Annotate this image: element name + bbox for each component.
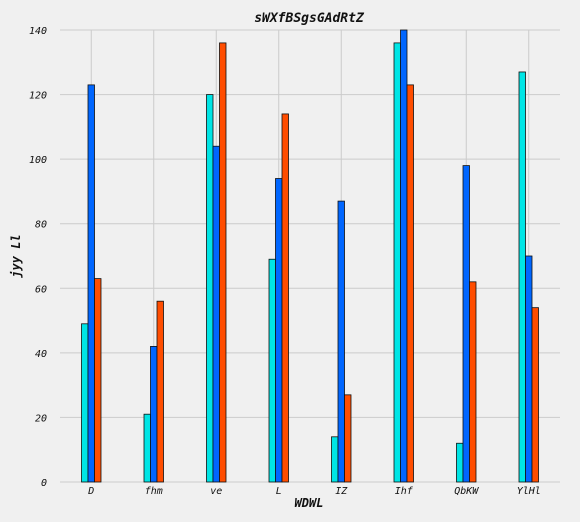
bar [150, 345, 158, 483]
bar [281, 113, 289, 483]
y-tick-label: 80 [35, 220, 47, 231]
x-tick-label: fhm [145, 486, 163, 497]
x-tick-label: Ihf [395, 486, 414, 497]
x-tick-label: YlHl [517, 486, 541, 497]
x-tick-label: ve [210, 486, 222, 497]
bar [206, 94, 214, 483]
bar [462, 165, 470, 483]
x-tick-label: D [87, 486, 94, 497]
bar [156, 300, 164, 483]
bar [400, 29, 408, 483]
y-tick-label: 100 [29, 155, 47, 166]
bar [469, 281, 477, 483]
bar [531, 307, 539, 483]
y-tick-label: 60 [35, 284, 47, 295]
y-tick-label: 120 [29, 91, 47, 102]
bar [518, 71, 526, 483]
y-tick-label: 20 [35, 413, 47, 424]
x-axis-label: WDWL [295, 496, 324, 510]
bar [268, 258, 276, 483]
x-tick-label: IZ [335, 486, 348, 497]
bar [331, 436, 339, 483]
bar [275, 178, 283, 483]
bar [81, 323, 89, 483]
y-tick-label: 40 [35, 349, 47, 360]
bar [212, 145, 220, 483]
bar [337, 200, 345, 483]
bar [143, 413, 151, 483]
bar [87, 84, 95, 483]
bars [81, 29, 539, 483]
bar [456, 442, 464, 483]
chart-title: sWXfBSgsGAdRtZ [254, 11, 365, 26]
y-tick-label: 0 [41, 478, 47, 489]
bar [344, 394, 352, 483]
x-tick-label: QbKW [454, 486, 479, 497]
y-tick-label: 140 [29, 26, 47, 37]
bar [406, 84, 414, 483]
bar [393, 42, 401, 483]
bar [525, 255, 533, 483]
bar [219, 42, 227, 483]
x-tick-label: L [276, 486, 282, 497]
y-axis-ticks: 0 20 40 60 80 100 120 140 [29, 26, 47, 489]
bar [94, 278, 102, 483]
y-axis-label: jyy Ll [9, 234, 23, 278]
grid [60, 29, 560, 483]
